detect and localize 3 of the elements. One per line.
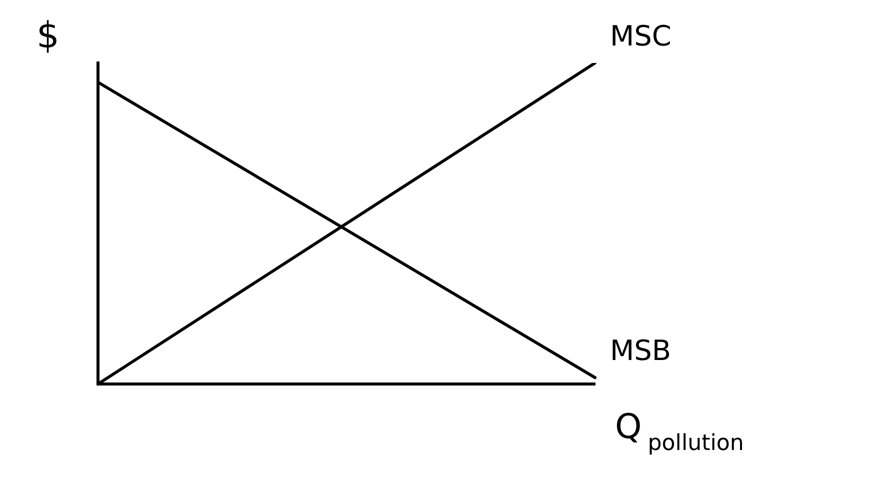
y-axis-title: $: [36, 15, 60, 56]
series-label: MSB: [610, 334, 672, 367]
series-label: MSC: [610, 19, 672, 52]
